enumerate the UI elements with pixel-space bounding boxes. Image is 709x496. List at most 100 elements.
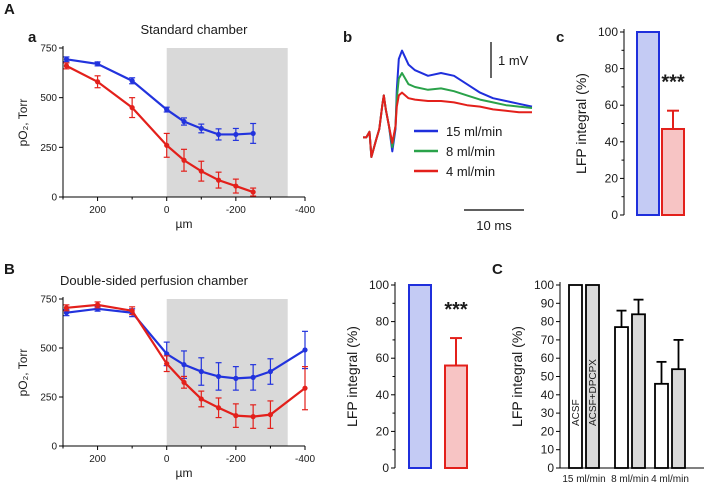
y-tick-label: 100: [598, 25, 618, 39]
y-tick-label: 100: [534, 278, 554, 292]
data-point-red: [198, 396, 204, 402]
trace-4-ml-min: [363, 91, 532, 158]
y-tick-label: 0: [611, 208, 618, 222]
data-point-red: [250, 189, 256, 195]
y-tick-label: 80: [605, 62, 619, 76]
lfp-bar-chart-standard: 0 20 40 60 80 100 LFP integral (%) ***: [573, 25, 685, 222]
data-point-blue: [215, 131, 222, 138]
lfp-bar-chart-dpcpx: 0 10 20 30 40 50 60 70 80 90 100 LFP integral (%) AC…: [509, 278, 704, 485]
data-point-blue: [63, 56, 70, 62]
y-axis-label: pO₂, Torr: [16, 99, 30, 147]
x-category-label: 4 ml/min: [651, 474, 689, 485]
x-tick-label: -200: [226, 205, 246, 216]
bar-acsf-dpcpx: [585, 284, 600, 469]
y-tick-label: 40: [376, 388, 390, 402]
y-tick-label: 40: [541, 388, 555, 402]
data-point-blue: [198, 125, 204, 132]
data-point-red: [215, 177, 222, 183]
y-axis-label: pO₂, Torr: [16, 349, 30, 397]
data-point-blue: [164, 351, 170, 357]
chart-title: Standard chamber: [141, 22, 249, 37]
data-point-red: [164, 361, 170, 367]
significance-label: ***: [661, 72, 685, 94]
data-point-blue: [164, 106, 170, 113]
y-tick-label: 750: [40, 295, 57, 306]
chart-title: Double-sided perfusion chamber: [60, 273, 249, 288]
panel-label-c: c: [556, 29, 564, 46]
data-point-blue: [250, 130, 256, 137]
y-tick-label: 80: [376, 315, 390, 329]
significance-label: ***: [444, 299, 468, 321]
bar-acsf-dpcpx: [631, 313, 646, 469]
data-point-red: [181, 379, 187, 385]
data-point-red: [164, 142, 170, 148]
series-label: ACSF: [571, 399, 582, 426]
y-axis-label: LFP integral (%): [344, 326, 360, 427]
y-tick-label: 80: [541, 315, 555, 329]
y-tick-label: 60: [541, 351, 555, 365]
data-point-red: [250, 414, 256, 420]
data-point-red: [94, 79, 101, 85]
x-axis-label: µm: [176, 466, 193, 480]
data-point-blue: [233, 375, 239, 381]
y-tick-label: 60: [605, 98, 619, 112]
y-tick-label: 20: [376, 424, 390, 438]
x-tick-label: -200: [226, 454, 246, 465]
scale-bar-horizontal-label: 10 ms: [476, 218, 512, 233]
y-tick-label: 20: [541, 424, 555, 438]
data-point-blue: [181, 118, 187, 125]
y-tick-label: 30: [541, 406, 555, 420]
y-tick-label: 40: [605, 135, 619, 149]
bar-acsf: [614, 326, 629, 469]
data-point-red: [63, 305, 70, 311]
data-point-red: [233, 183, 239, 189]
bar: [444, 364, 468, 469]
y-tick-label: 250: [40, 143, 57, 154]
data-point-blue: [129, 78, 135, 84]
y-tick-label: 70: [541, 333, 555, 347]
x-tick-label: 200: [89, 205, 106, 216]
data-point-red: [267, 412, 274, 418]
y-tick-label: 60: [376, 351, 390, 365]
data-point-blue: [215, 373, 222, 380]
data-point-red: [302, 385, 308, 391]
y-tick-label: 100: [369, 278, 389, 292]
data-point-red: [181, 157, 187, 163]
panel-label-B: B: [4, 261, 15, 278]
legend-label: 8 ml/min: [446, 144, 495, 159]
data-point-blue: [267, 368, 274, 375]
legend-label: 15 ml/min: [446, 124, 502, 139]
x-tick-label: 0: [164, 454, 170, 465]
data-point-red: [129, 308, 135, 314]
bar: [408, 284, 432, 469]
data-point-red: [233, 413, 239, 419]
data-point-blue: [233, 131, 239, 138]
data-point-blue: [198, 368, 204, 375]
y-tick-label: 0: [547, 461, 554, 475]
bar: [661, 127, 685, 217]
data-point-red: [129, 105, 135, 111]
data-point-red: [63, 63, 70, 69]
y-tick-label: 500: [40, 344, 57, 355]
data-point-blue: [302, 347, 308, 353]
data-point-blue: [94, 61, 101, 67]
y-tick-label: 20: [605, 171, 619, 185]
bar-acsf: [654, 382, 669, 469]
y-tick-label: 250: [40, 393, 57, 404]
data-point-red: [94, 302, 101, 308]
x-tick-label: 0: [164, 205, 170, 216]
data-point-blue: [63, 310, 70, 316]
y-tick-label: 750: [40, 44, 57, 55]
panel-label-a: a: [28, 29, 37, 46]
y-tick-label: 500: [40, 93, 57, 104]
y-tick-label: 50: [541, 370, 555, 384]
bar-acsf: [568, 284, 583, 469]
x-tick-label: 200: [89, 454, 106, 465]
lfp-bar-chart-double-sided: 0 20 40 60 80 100 LFP integral (%) ***: [344, 278, 468, 475]
data-point-blue: [181, 362, 187, 368]
y-axis-label: LFP integral (%): [509, 326, 525, 427]
scale-bar-vertical-label: 1 mV: [498, 53, 529, 68]
bar: [636, 31, 660, 216]
y-axis-label: LFP integral (%): [573, 73, 589, 174]
y-tick-label: 0: [382, 461, 389, 475]
